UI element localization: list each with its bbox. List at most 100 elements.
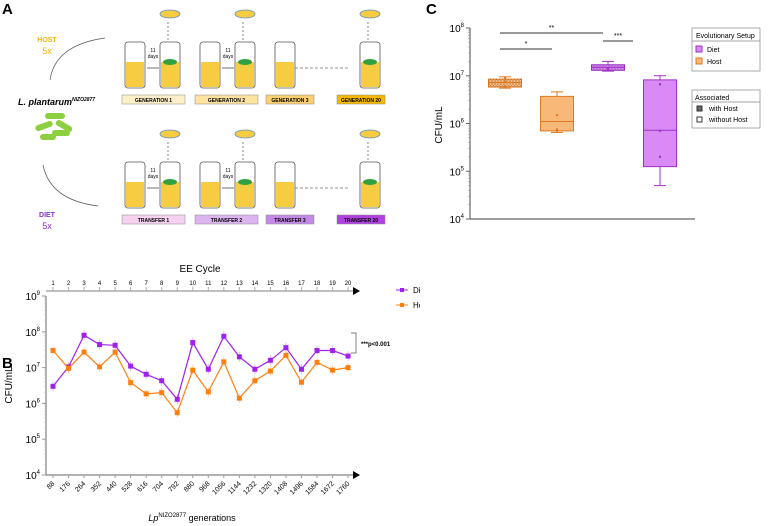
- data-point-diet: [314, 348, 320, 354]
- data-point-diet: [330, 348, 336, 354]
- data-point-diet: [97, 342, 103, 348]
- food-medium: [161, 62, 179, 87]
- data-point-host: [314, 359, 320, 365]
- y-tick-base: 10: [26, 328, 38, 339]
- box-host-without-host: [540, 95, 574, 132]
- y-axis-title: CFU/mL: [4, 366, 15, 404]
- data-point-diet: [174, 396, 180, 402]
- y-tick-base: 10: [450, 120, 462, 131]
- food-medium: [361, 62, 379, 87]
- bacteria-colony-icon: [238, 179, 252, 185]
- step-label: GENERATION 20: [341, 98, 381, 104]
- step-box: [121, 214, 186, 225]
- data-point-host: [205, 389, 211, 395]
- food-medium: [276, 182, 294, 207]
- step-box: [336, 94, 386, 105]
- y-tick-base: 10: [26, 399, 38, 410]
- x-tick-label: 1320: [258, 480, 274, 496]
- data-point-diet: [190, 340, 196, 346]
- data-point-diet: [298, 366, 304, 372]
- legend-swatch-without-host: [696, 116, 703, 123]
- x-tick-label: 1584: [304, 480, 320, 496]
- y-tick-exp: 6: [461, 119, 465, 125]
- legend-label-associated: with Host: [708, 106, 738, 113]
- petri-dish-icon: [359, 129, 381, 139]
- y-tick-label: 105: [26, 434, 41, 446]
- y-tick-base: 10: [450, 24, 462, 35]
- x-tick-label: 264: [74, 480, 87, 493]
- data-point-host: [345, 365, 351, 371]
- panel-c-label: C: [426, 1, 437, 18]
- y-tick-label: 104: [26, 470, 41, 482]
- y-tick-base: 10: [450, 215, 462, 226]
- data-point: [503, 80, 507, 83]
- x-tick-label: 704: [152, 480, 165, 493]
- step-box: [194, 214, 259, 225]
- data-point-host: [190, 367, 196, 373]
- cycle-tick-label: 4: [98, 281, 102, 287]
- cycle-tick-label: 2: [67, 281, 71, 287]
- data-point-host: [50, 348, 56, 354]
- x-axis-title-lp: Lp: [148, 513, 158, 523]
- host-label: HOST: [37, 37, 57, 44]
- bacteria-colony-icon: [163, 59, 177, 65]
- cycle-tick-label: 19: [329, 281, 336, 287]
- arrow-to-host: [49, 37, 106, 81]
- x-tick-label: 880: [183, 480, 196, 493]
- y-tick-exp: 7: [37, 363, 41, 369]
- series-line-host: [52, 350, 349, 414]
- y-tick-exp: 7: [461, 71, 465, 77]
- legend-swatch-diet: [695, 45, 703, 53]
- petri-dish-icon: [234, 9, 256, 19]
- data-point: [555, 113, 559, 117]
- step-label: TRANSFER 3: [274, 218, 306, 224]
- y-tick-base: 10: [450, 167, 462, 178]
- data-point: [658, 155, 662, 159]
- days-unit: days: [148, 174, 159, 180]
- data-point: [503, 85, 507, 88]
- petri-dish-icon: [234, 129, 256, 139]
- cycle-tick-label: 3: [82, 281, 86, 287]
- data-point: [555, 129, 559, 133]
- y-tick-base: 10: [26, 292, 38, 303]
- data-point-diet: [236, 354, 242, 360]
- significance-bracket: [351, 332, 357, 354]
- x-tick-label: 352: [90, 480, 103, 493]
- bacteria-colony-icon: [163, 179, 177, 185]
- days-unit: days: [223, 174, 234, 180]
- y-tick-label: 105: [450, 166, 465, 178]
- legend-associated-title: Associated: [695, 95, 729, 102]
- cycle-tick-label: 20: [345, 281, 352, 287]
- legend-label-diet: Diet: [413, 286, 420, 295]
- y-tick-label: 109: [26, 291, 41, 303]
- legend-label-host: Host: [413, 301, 420, 310]
- y-tick-base: 10: [450, 72, 462, 83]
- days-label: 11 days: [223, 168, 234, 180]
- series-line-diet: [52, 334, 349, 401]
- x-tick-label: 1232: [242, 480, 258, 496]
- x-tick-label: 1672: [320, 480, 336, 496]
- data-point: [606, 67, 610, 70]
- cycle-tick-label: 5: [113, 281, 117, 287]
- data-point-diet: [345, 353, 351, 359]
- data-point-diet: [221, 333, 227, 339]
- arrow-to-diet: [42, 164, 99, 207]
- cycle-tick-label: 14: [252, 281, 259, 287]
- petri-dish-icon: [159, 9, 181, 19]
- legend-label-diet: Diet: [707, 47, 720, 54]
- cycle-axis-title: EE Cycle: [179, 264, 221, 275]
- data-point: [658, 129, 662, 133]
- x-tick-label: 88: [46, 480, 57, 491]
- panel-a-schematic: A HOST 5x DIET 5x L. plantarumNIZO2877 1…: [2, 1, 386, 231]
- significance-stars: ***: [614, 33, 622, 40]
- data-point-diet: [81, 332, 87, 338]
- food-medium: [236, 62, 254, 87]
- cycle-tick-label: 11: [205, 281, 212, 287]
- y-tick-exp: 9: [37, 291, 41, 297]
- legend-associated-box: [691, 89, 761, 129]
- data-point-diet: [128, 363, 134, 369]
- cycle-tick-label: 7: [145, 281, 149, 287]
